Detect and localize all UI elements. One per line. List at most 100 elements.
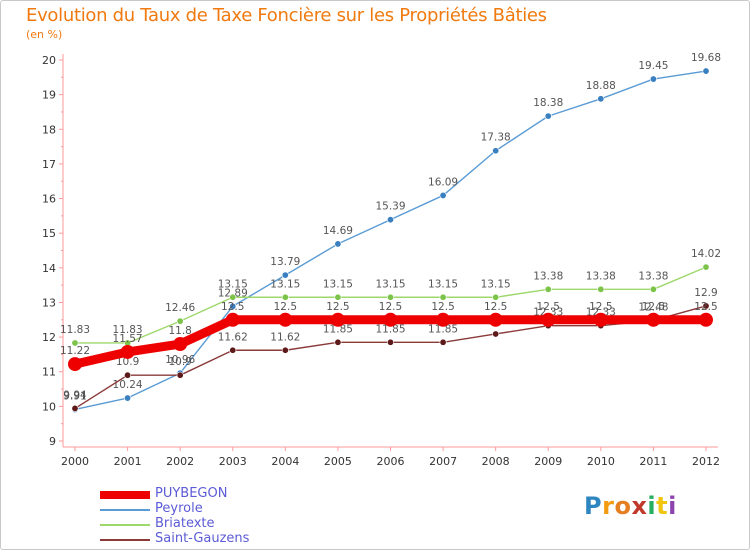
data-point-puybegon	[646, 312, 661, 327]
chart-title: Evolution du Taux de Taxe Foncière sur l…	[26, 5, 547, 26]
data-point-saint-gauzens	[334, 338, 342, 346]
data-label-peyrole: 16.09	[428, 176, 458, 188]
data-point-saint-gauzens	[386, 338, 394, 346]
data-label-saint-gauzens: 11.85	[428, 323, 458, 335]
legend-swatch-saint-gauzens	[100, 539, 150, 541]
x-tick-label: 2005	[324, 455, 352, 468]
x-tick-label: 2002	[166, 455, 194, 468]
data-label-briatexte: 13.38	[533, 270, 563, 282]
data-label-briatexte: 11.83	[113, 324, 143, 336]
data-label-puybegon: 12.5	[274, 301, 297, 313]
data-label-briatexte: 13.38	[586, 270, 616, 282]
data-point-saint-gauzens	[229, 346, 237, 354]
data-label-briatexte: 13.15	[428, 278, 458, 290]
legend-label-puybegon: PUYBEGON	[155, 486, 228, 501]
data-point-peyrole	[597, 95, 605, 103]
data-point-peyrole	[334, 240, 342, 248]
data-point-briatexte	[71, 339, 79, 347]
logo-letter: r	[602, 492, 615, 520]
legend-label-saint-gauzens: Saint-Gauzens	[155, 531, 250, 546]
data-label-briatexte: 13.38	[638, 270, 668, 282]
x-tick-label: 2012	[692, 455, 720, 468]
x-tick-label: 2010	[587, 455, 615, 468]
logo-letter: o	[614, 492, 632, 520]
data-point-briatexte	[492, 293, 500, 301]
data-label-puybegon: 12.5	[326, 301, 349, 313]
data-label-peyrole: 17.38	[481, 132, 511, 144]
data-point-puybegon	[436, 312, 451, 327]
data-point-puybegon	[330, 312, 345, 327]
x-tick-label: 2001	[114, 455, 142, 468]
data-point-briatexte	[702, 263, 710, 271]
data-point-briatexte	[386, 293, 394, 301]
y-tick-label: 13	[42, 296, 56, 309]
data-point-briatexte	[597, 285, 605, 293]
data-label-puybegon: 12.5	[484, 301, 507, 313]
data-label-puybegon: 12.5	[221, 301, 244, 313]
data-label-peyrole: 18.88	[586, 80, 616, 92]
x-tick-label: 2003	[219, 455, 247, 468]
data-label-saint-gauzens: 10.9	[116, 356, 139, 368]
y-tick-label: 9	[49, 435, 56, 448]
data-label-puybegon: 11.22	[60, 345, 90, 357]
legend-swatch-peyrole	[100, 509, 150, 511]
data-point-peyrole	[492, 147, 500, 155]
data-label-saint-gauzens: 9.94	[63, 389, 87, 401]
series-peyrole: 9.91 10.24 10.96 12.89 13.79 14.69 15.39 16.09 1…	[63, 52, 721, 413]
data-point-briatexte	[281, 293, 289, 301]
data-label-peyrole: 12.89	[218, 287, 248, 299]
legend-swatch-briatexte	[100, 524, 150, 526]
y-tick-label: 11	[42, 366, 56, 379]
data-label-puybegon: 12.5	[589, 301, 612, 313]
data-point-puybegon	[120, 344, 135, 359]
data-point-briatexte	[176, 317, 184, 325]
data-point-saint-gauzens	[176, 371, 184, 379]
data-label-peyrole: 13.79	[270, 256, 300, 268]
data-point-puybegon	[278, 312, 293, 327]
logo-letter: P	[584, 492, 603, 520]
data-point-peyrole	[281, 271, 289, 279]
data-label-briatexte: 13.15	[481, 278, 511, 290]
data-label-peyrole: 14.69	[323, 225, 353, 237]
series-briatexte: 11.83 11.83 12.46 13.15 13.15 13.15 13.15 13.15…	[60, 248, 721, 347]
data-point-saint-gauzens	[492, 330, 500, 338]
unit-label: (en %)	[26, 28, 63, 41]
data-point-peyrole	[386, 216, 394, 224]
data-point-puybegon	[225, 312, 240, 327]
data-point-briatexte	[544, 285, 552, 293]
data-label-peyrole: 10.24	[113, 379, 143, 391]
data-label-puybegon: 12.5	[694, 301, 717, 313]
data-point-briatexte	[439, 293, 447, 301]
data-point-briatexte	[229, 293, 237, 301]
data-label-briatexte: 13.15	[375, 278, 405, 290]
data-point-puybegon	[488, 312, 503, 327]
data-label-briatexte: 13.15	[270, 278, 300, 290]
x-tick-label: 2007	[429, 455, 457, 468]
y-tick-label: 17	[42, 158, 56, 171]
data-label-puybegon: 12.5	[537, 301, 560, 313]
data-point-briatexte	[649, 285, 657, 293]
x-tick-label: 2011	[639, 455, 667, 468]
data-point-saint-gauzens	[71, 404, 79, 412]
data-point-puybegon	[68, 357, 82, 372]
y-tick-label: 14	[42, 262, 56, 275]
data-label-saint-gauzens: 11.62	[270, 331, 300, 343]
proxiti-logo: Proxiti	[584, 492, 677, 520]
data-point-saint-gauzens	[439, 338, 447, 346]
data-point-puybegon	[383, 312, 398, 327]
data-label-saint-gauzens: 11.85	[375, 323, 405, 335]
data-label-puybegon: 11.8	[168, 325, 191, 337]
logo-letter: x	[631, 492, 648, 520]
data-label-peyrole: 10.96	[165, 354, 195, 366]
y-tick-label: 18	[42, 123, 56, 136]
y-tick-label: 15	[42, 227, 56, 240]
data-point-peyrole	[229, 302, 237, 310]
data-label-saint-gauzens: 11.85	[323, 323, 353, 335]
y-tick-label: 16	[42, 193, 56, 206]
data-point-puybegon	[173, 337, 188, 352]
data-point-peyrole	[124, 394, 132, 402]
data-label-saint-gauzens: 12.9	[694, 287, 717, 299]
legend-label-briatexte: Briatexte	[155, 516, 215, 531]
